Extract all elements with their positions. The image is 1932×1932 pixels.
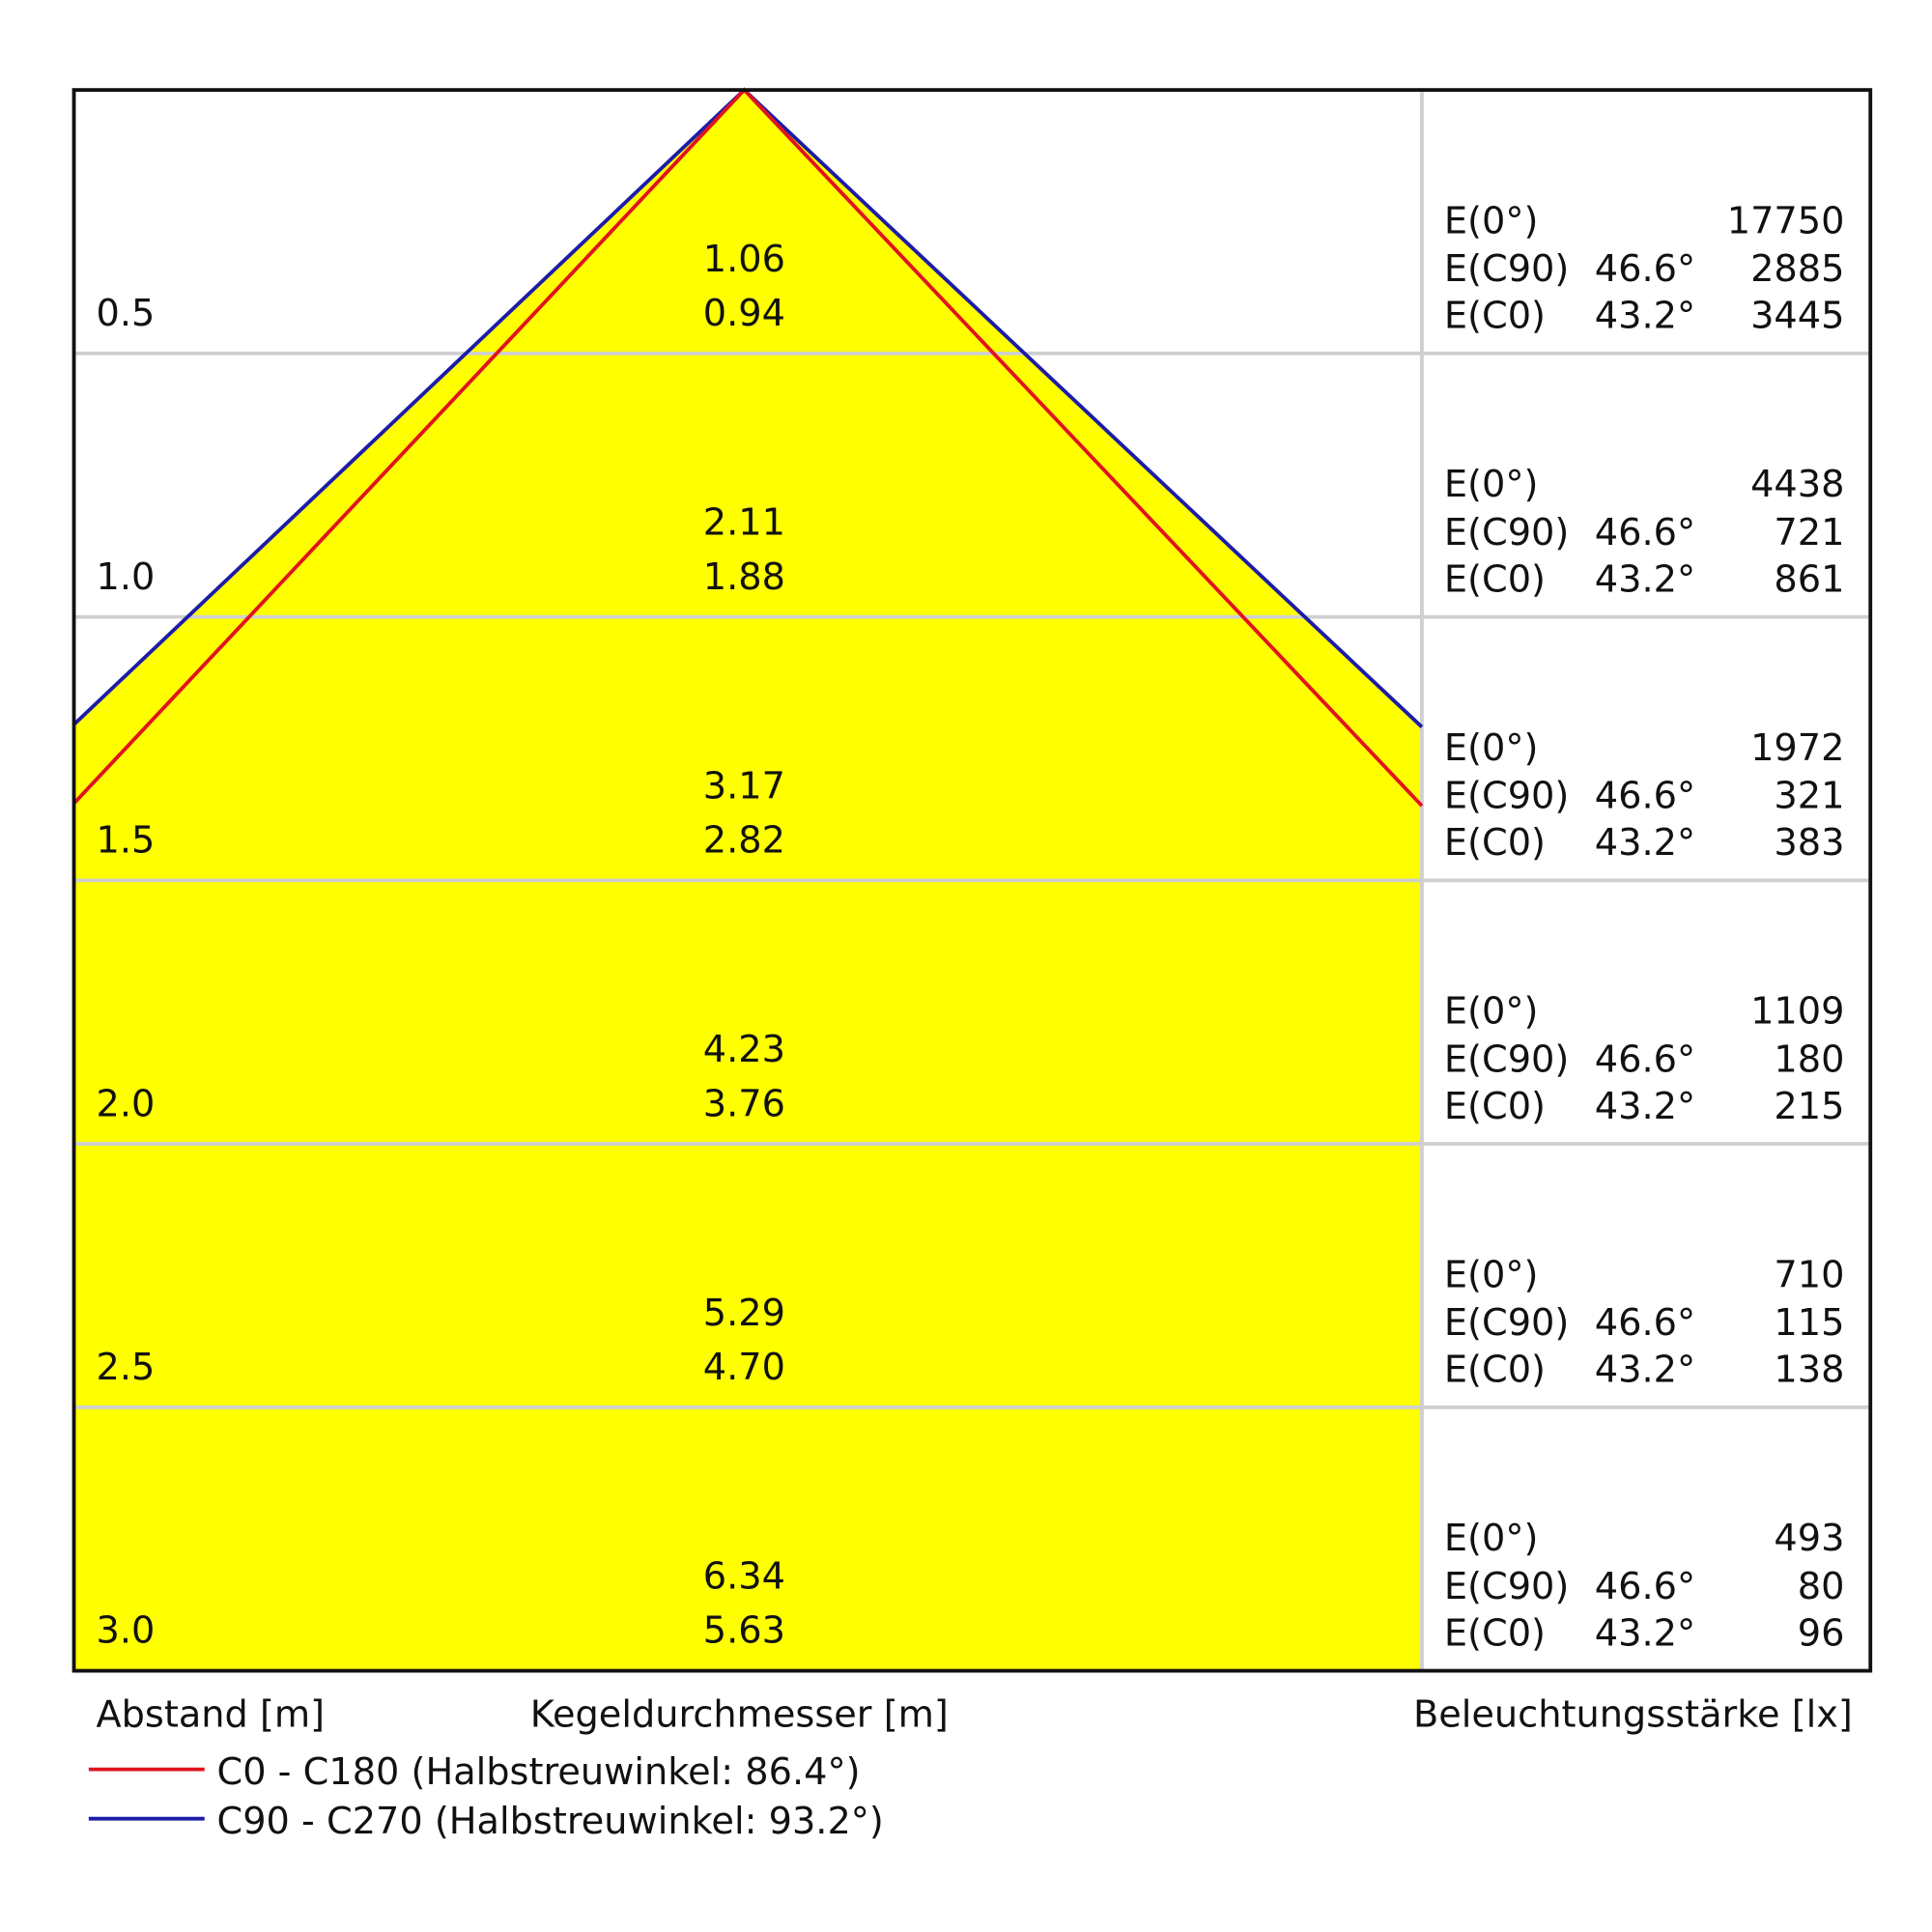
diameter: 1.88 — [703, 555, 785, 599]
angle: 43.2° — [1595, 295, 1695, 338]
legend-entry: C0 - C180 (Halbstreuwinkel: 86.4°) — [216, 1750, 860, 1794]
illuminance-value: 3445 — [1750, 295, 1844, 338]
illuminance-value: 4438 — [1750, 463, 1844, 506]
illuminance-value: 721 — [1774, 511, 1844, 554]
angle: 46.6° — [1595, 1565, 1695, 1608]
angle: 46.6° — [1595, 247, 1695, 291]
axis-label: Beleuchtungsstärke [lx] — [1413, 1692, 1853, 1736]
distance: 2.5 — [96, 1346, 155, 1389]
illuminance-label: E(C0) — [1444, 821, 1546, 865]
illuminance-label: E(0°) — [1444, 1253, 1538, 1296]
diameter: 2.82 — [703, 819, 785, 863]
illuminance-value: 861 — [1774, 557, 1844, 601]
grid — [73, 90, 1871, 1671]
diameter: 5.63 — [703, 1609, 785, 1653]
angle: 43.2° — [1595, 1349, 1695, 1392]
diameter: 5.29 — [703, 1292, 785, 1335]
diameter: 4.23 — [703, 1028, 785, 1071]
distance: 3.0 — [96, 1609, 155, 1653]
illuminance-value: 1109 — [1750, 990, 1844, 1034]
illuminance-label: E(C0) — [1444, 557, 1546, 601]
illuminance-value: 710 — [1774, 1253, 1844, 1296]
distance: 1.0 — [96, 555, 155, 599]
illuminance-value: 17750 — [1727, 199, 1845, 242]
illuminance-label: E(C90) — [1444, 247, 1569, 291]
diameter: 1.06 — [703, 238, 785, 281]
illuminance-value: 383 — [1774, 821, 1844, 865]
angle: 46.6° — [1595, 1037, 1695, 1081]
illuminance-label: E(0°) — [1444, 463, 1538, 506]
illuminance-label: E(0°) — [1444, 199, 1538, 242]
distance: 1.5 — [96, 819, 155, 863]
angle: 43.2° — [1595, 821, 1695, 865]
frame — [71, 88, 1873, 1673]
illuminance-label: E(C0) — [1444, 1349, 1546, 1392]
diameter: 4.70 — [703, 1346, 785, 1389]
illuminance-label: E(C90) — [1444, 1565, 1569, 1608]
angle: 43.2° — [1595, 1085, 1695, 1128]
illuminance-value: 1972 — [1750, 726, 1844, 770]
diameter: 0.94 — [703, 292, 785, 335]
angle: 46.6° — [1595, 511, 1695, 554]
illuminance-value: 493 — [1774, 1517, 1844, 1560]
angle: 43.2° — [1595, 1611, 1695, 1655]
illuminance-value: 80 — [1798, 1565, 1845, 1608]
illuminance-label: E(0°) — [1444, 1517, 1538, 1560]
legend-entry: C90 - C270 (Halbstreuwinkel: 93.2°) — [216, 1800, 883, 1843]
angle: 46.6° — [1595, 775, 1695, 818]
angle: 43.2° — [1595, 557, 1695, 601]
illuminance-value: 180 — [1774, 1037, 1844, 1081]
distance: 2.0 — [96, 1082, 155, 1125]
distance: 0.5 — [96, 292, 155, 335]
illuminance-label: E(C90) — [1444, 1301, 1569, 1345]
illuminance-value: 138 — [1774, 1349, 1844, 1392]
illuminance-value: 215 — [1774, 1085, 1844, 1128]
illuminance-value: 115 — [1774, 1301, 1844, 1345]
diameter: 3.76 — [703, 1082, 785, 1125]
diameter: 2.11 — [703, 501, 785, 545]
illuminance-label: E(0°) — [1444, 726, 1538, 770]
illuminance-value: 2885 — [1750, 247, 1844, 291]
illuminance-label: E(C90) — [1444, 511, 1569, 554]
illuminance-label: E(C0) — [1444, 1611, 1546, 1655]
angle: 46.6° — [1595, 1301, 1695, 1345]
illuminance-value: 96 — [1798, 1611, 1845, 1655]
illuminance-label: E(C90) — [1444, 1037, 1569, 1081]
diameter: 3.17 — [703, 764, 785, 808]
illuminance-label: E(0°) — [1444, 990, 1538, 1034]
illuminance-label: E(C0) — [1444, 1085, 1546, 1128]
illuminance-value: 321 — [1774, 775, 1844, 818]
illuminance-label: E(C90) — [1444, 775, 1569, 818]
axis-label: Abstand [m] — [96, 1692, 325, 1736]
illuminance-label: E(C0) — [1444, 295, 1546, 338]
diameter: 6.34 — [703, 1555, 785, 1599]
axis-label: Kegeldurchmesser [m] — [530, 1692, 949, 1736]
